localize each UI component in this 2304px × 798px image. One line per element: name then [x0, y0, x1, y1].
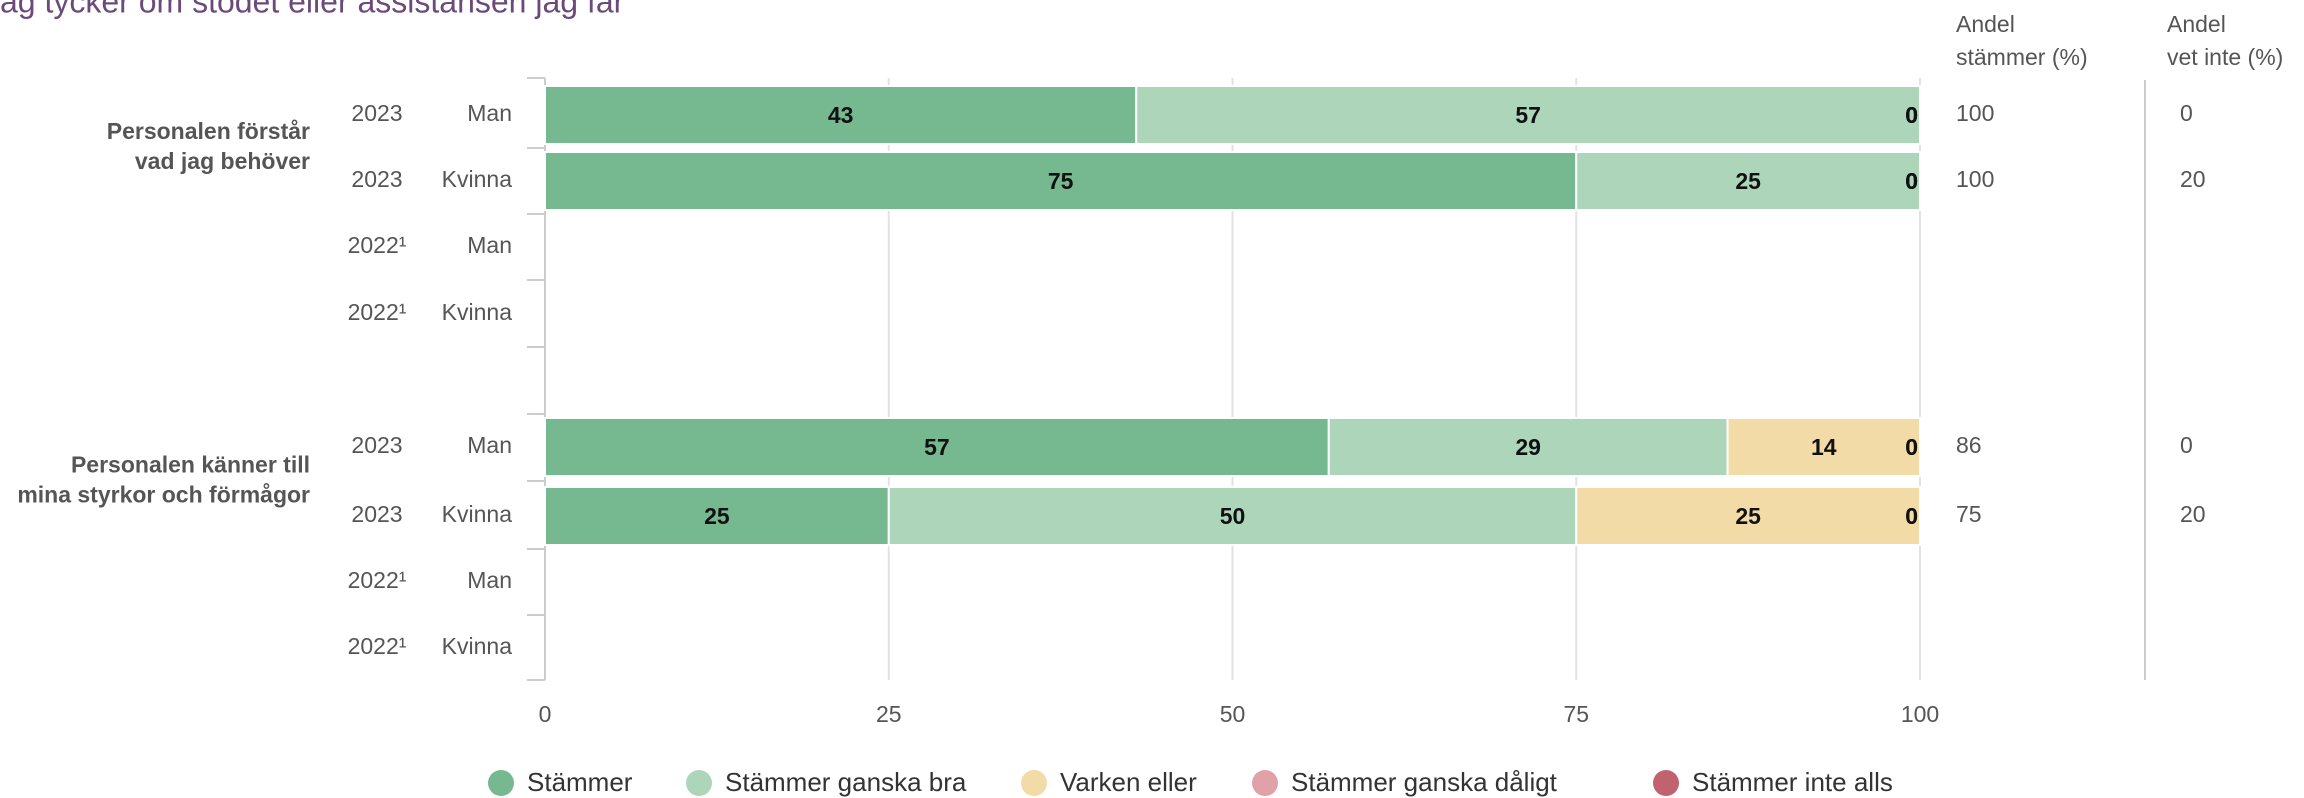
chart-title: ag tycker om stödet eller assistansen ja…: [0, 0, 625, 19]
x-tick-label: 100: [1901, 701, 1939, 727]
year-label: 2022¹: [348, 567, 407, 593]
gender-label: Kvinna: [442, 299, 513, 325]
data-label: 0: [1905, 434, 1918, 460]
column-header: stämmer (%): [1956, 44, 2088, 70]
year-label: 2022¹: [348, 299, 407, 325]
data-label: 43: [828, 102, 854, 128]
bar-segment: [887, 486, 1578, 546]
legend-swatch: [686, 770, 712, 796]
data-label: 25: [1735, 168, 1761, 194]
column-value: 75: [1956, 501, 1982, 527]
column-value: 100: [1956, 100, 1994, 126]
year-label: 2022¹: [348, 633, 407, 659]
bar-segment: [1135, 85, 1921, 145]
data-label: 0: [1905, 168, 1918, 194]
data-label: 0: [1905, 102, 1918, 128]
gender-label: Man: [467, 432, 512, 458]
group-label: Personalen förstår: [107, 118, 310, 144]
data-label: 0: [1905, 168, 1918, 194]
data-label: 57: [924, 434, 950, 460]
column-header: vet inte (%): [2167, 44, 2283, 70]
legend-label: Stämmer ganska bra: [725, 767, 967, 797]
data-label: 29: [1515, 434, 1541, 460]
legend-label: Stämmer ganska dåligt: [1291, 767, 1558, 797]
column-value: 0: [2180, 100, 2193, 126]
legend-swatch: [488, 770, 514, 796]
legend-item: Stämmer ganska dåligt: [1252, 767, 1558, 797]
legend-label: Stämmer inte alls: [1692, 767, 1893, 797]
data-label: 0: [1905, 434, 1918, 460]
column-value: 86: [1956, 432, 1982, 458]
bar-segment: [544, 417, 1330, 477]
bar-segment: [1575, 486, 1921, 546]
data-label: 0: [1905, 503, 1918, 529]
group-label: vad jag behöver: [135, 148, 310, 174]
gender-label: Man: [467, 100, 512, 126]
data-label: 0: [1905, 102, 1918, 128]
data-label: 25: [1735, 503, 1761, 529]
gender-label: Kvinna: [442, 166, 513, 192]
bar-segment: [544, 486, 890, 546]
year-label: 2023: [351, 432, 402, 458]
legend-swatch: [1021, 770, 1047, 796]
column-value: 20: [2180, 501, 2206, 527]
legend-item: Stämmer inte alls: [1653, 767, 1893, 797]
data-label: 14: [1811, 434, 1837, 460]
data-label: 0: [1905, 102, 1918, 128]
column-header: Andel: [2167, 11, 2226, 37]
data-label: 50: [1220, 503, 1246, 529]
legend-swatch: [1653, 770, 1679, 796]
column-value: 100: [1956, 166, 1994, 192]
legend-swatch: [1252, 770, 1278, 796]
bar-segment: [1575, 151, 1921, 211]
gender-label: Kvinna: [442, 501, 513, 527]
data-label: 0: [1905, 168, 1918, 194]
data-label: 75: [1048, 168, 1074, 194]
legend-item: Stämmer ganska bra: [686, 767, 967, 797]
year-label: 2023: [351, 166, 402, 192]
column-value: 0: [2180, 432, 2193, 458]
bar-segment: [544, 85, 1138, 145]
group-label: Personalen känner till: [71, 452, 310, 478]
column-value: 20: [2180, 166, 2206, 192]
data-label: 57: [1515, 102, 1541, 128]
gender-label: Kvinna: [442, 633, 513, 659]
gender-label: Man: [467, 567, 512, 593]
legend-item: Varken eller: [1021, 767, 1197, 797]
x-tick-label: 25: [876, 701, 902, 727]
data-label: 0: [1905, 503, 1918, 529]
x-tick-label: 75: [1563, 701, 1589, 727]
year-label: 2023: [351, 100, 402, 126]
x-tick-label: 50: [1220, 701, 1246, 727]
group-label: mina styrkor och förmågor: [17, 482, 310, 508]
legend-label: Varken eller: [1060, 767, 1197, 797]
legend-label: Stämmer: [527, 767, 633, 797]
year-label: 2023: [351, 501, 402, 527]
column-header: Andel: [1956, 11, 2015, 37]
data-label: 25: [704, 503, 730, 529]
legend-item: Stämmer: [488, 767, 633, 797]
bar-segment: [1726, 417, 1921, 477]
x-tick-label: 0: [539, 701, 552, 727]
gender-label: Man: [467, 232, 512, 258]
year-label: 2022¹: [348, 232, 407, 258]
